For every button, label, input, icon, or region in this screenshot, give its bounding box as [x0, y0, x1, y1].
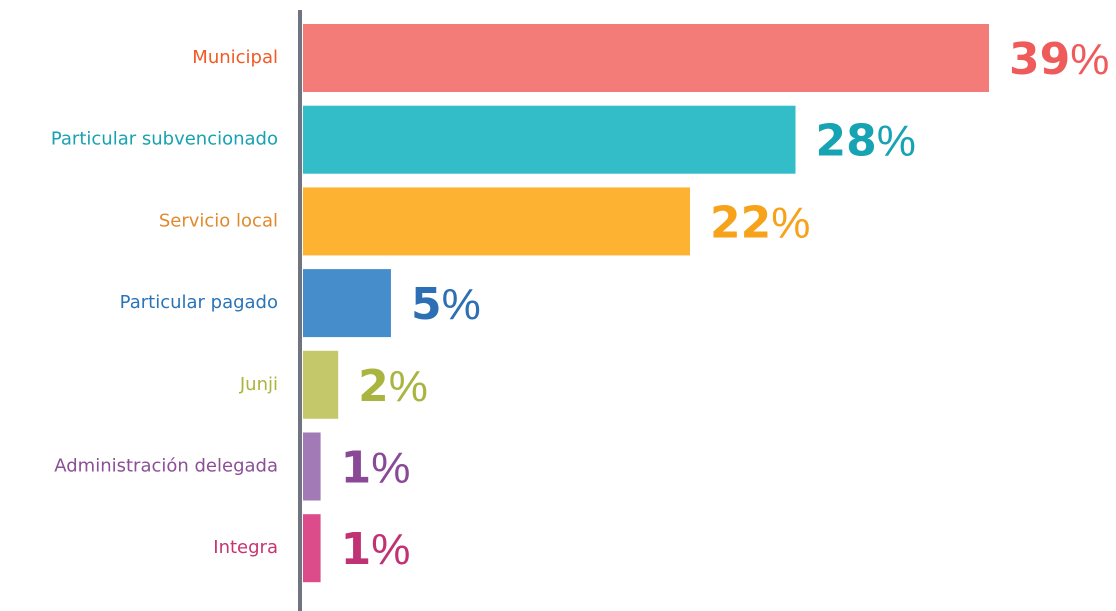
bar	[303, 105, 796, 174]
bar	[303, 432, 321, 501]
bar	[303, 24, 989, 92]
bar	[303, 514, 321, 583]
category-label: Particular subvencionado	[51, 129, 278, 150]
bar	[303, 350, 339, 419]
category-label: Particular pagado	[120, 292, 278, 313]
category-label: Junji	[239, 374, 278, 395]
category-label: Integra	[213, 537, 278, 558]
category-label: Servicio local	[159, 210, 278, 231]
bar	[303, 187, 690, 256]
category-label: Municipal	[192, 47, 278, 68]
value-label: 2%	[358, 361, 428, 412]
category-label: Administración delegada	[54, 456, 278, 477]
bar	[303, 269, 391, 338]
value-label: 1%	[341, 443, 411, 494]
value-label: 39%	[1009, 34, 1109, 85]
value-label: 28%	[816, 116, 916, 167]
value-label: 22%	[710, 197, 810, 248]
value-label: 1%	[341, 524, 411, 575]
value-label: 5%	[411, 279, 481, 330]
